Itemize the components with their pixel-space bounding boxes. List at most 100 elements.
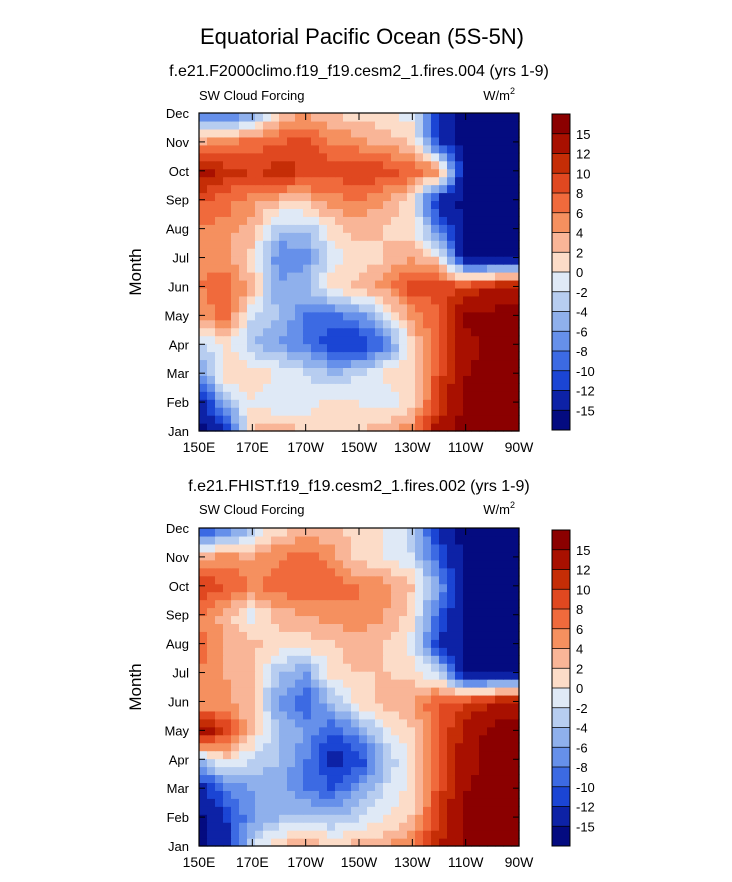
heatmap-cell [295, 359, 304, 368]
heatmap-cell [367, 790, 376, 799]
heatmap-cell [239, 615, 248, 624]
heatmap-cell [255, 144, 264, 154]
heatmap-cell [407, 136, 416, 146]
heatmap-cell [511, 694, 520, 704]
x-tick-label: 150W [341, 439, 378, 455]
heatmap-cell [287, 567, 296, 577]
heatmap-cell [303, 782, 312, 791]
heatmap-cell [223, 838, 232, 847]
heatmap-cell [495, 607, 504, 617]
heatmap-cell [343, 830, 352, 839]
heatmap-cell [207, 798, 216, 807]
heatmap-cell [503, 232, 512, 241]
heatmap-cell [495, 415, 504, 424]
heatmap-cell [503, 591, 512, 601]
heatmap-cell [447, 367, 456, 376]
heatmap-cell [263, 399, 272, 408]
heatmap-cell [447, 152, 456, 162]
heatmap-cell [471, 407, 480, 416]
heatmap-cell [279, 726, 288, 736]
heatmap-cell [199, 399, 208, 408]
heatmap-cell [231, 726, 240, 736]
heatmap-cell [247, 694, 256, 704]
heatmap-cell [279, 383, 288, 392]
heatmap-cell [391, 599, 400, 609]
heatmap-cell [495, 256, 504, 265]
heatmap-cell [455, 535, 464, 545]
heatmap-cell [263, 607, 272, 617]
heatmap-cell [375, 168, 384, 178]
heatmap-cell [399, 551, 408, 561]
heatmap-cell [351, 160, 360, 170]
heatmap-cell [223, 718, 232, 728]
heatmap-cell [415, 679, 424, 688]
heatmap-cell [255, 248, 264, 257]
heatmap-cell [239, 192, 248, 202]
heatmap-cell [327, 543, 336, 553]
heatmap-cell [223, 774, 232, 783]
heatmap-cell [311, 615, 320, 624]
heatmap-cell [351, 607, 360, 617]
heatmap-cell [215, 192, 224, 202]
heatmap-cell [271, 694, 280, 704]
heatmap-cell [375, 687, 384, 696]
heatmap-cell [223, 256, 232, 265]
heatmap-cell [255, 136, 264, 146]
heatmap-cell [351, 144, 360, 154]
heatmap-cell [279, 343, 288, 353]
heatmap-cell [311, 838, 320, 847]
heatmap-cell [375, 535, 384, 545]
heatmap-cell [447, 303, 456, 313]
heatmap-cell [343, 359, 352, 368]
heatmap-cell [375, 583, 384, 593]
heatmap-cell [351, 734, 360, 744]
heatmap-cell [359, 399, 368, 408]
heatmap-cell [239, 303, 248, 313]
heatmap-cell [415, 113, 424, 122]
heatmap-cell [471, 535, 480, 545]
colorbar-swatch [552, 212, 570, 233]
heatmap-cell [199, 806, 208, 815]
heatmap-cell [367, 543, 376, 553]
heatmap-cell [287, 710, 296, 720]
heatmap-cell [407, 742, 416, 752]
heatmap-cell [375, 264, 384, 273]
heatmap-cell [431, 303, 440, 313]
heatmap-cell [303, 710, 312, 720]
heatmap-cell [351, 814, 360, 823]
heatmap-cell [503, 790, 512, 799]
heatmap-cell [495, 120, 504, 130]
heatmap-cell [271, 383, 280, 392]
heatmap-cell [463, 631, 472, 640]
heatmap-cell [327, 687, 336, 696]
heatmap-cell [415, 806, 424, 815]
heatmap-cell [247, 718, 256, 728]
heatmap-cell [447, 216, 456, 225]
heatmap-cell [335, 830, 344, 839]
heatmap-cell [375, 702, 384, 712]
heatmap-cell [367, 160, 376, 170]
heatmap-cell [279, 327, 288, 337]
heatmap-cell [303, 718, 312, 728]
heatmap-cell [495, 639, 504, 648]
heatmap-cell [439, 367, 448, 376]
heatmap-cell [319, 224, 328, 233]
heatmap-cell [479, 192, 488, 202]
heatmap-cell [207, 567, 216, 577]
heatmap-cell [511, 160, 520, 170]
heatmap-cell [399, 631, 408, 640]
heatmap-cell [399, 327, 408, 337]
heatmap-cell [207, 208, 216, 217]
heatmap-cell [295, 144, 304, 154]
heatmap-cell [487, 303, 496, 313]
heatmap-cell [367, 671, 376, 680]
heatmap-cell [383, 591, 392, 601]
heatmap-cell [271, 822, 280, 831]
heatmap-cell [495, 399, 504, 408]
heatmap-cell [319, 144, 328, 154]
heatmap-cell [335, 240, 344, 249]
heatmap-cell [295, 830, 304, 839]
heatmap-cell [327, 694, 336, 704]
heatmap-cell [351, 822, 360, 831]
heatmap-cell [343, 287, 352, 297]
